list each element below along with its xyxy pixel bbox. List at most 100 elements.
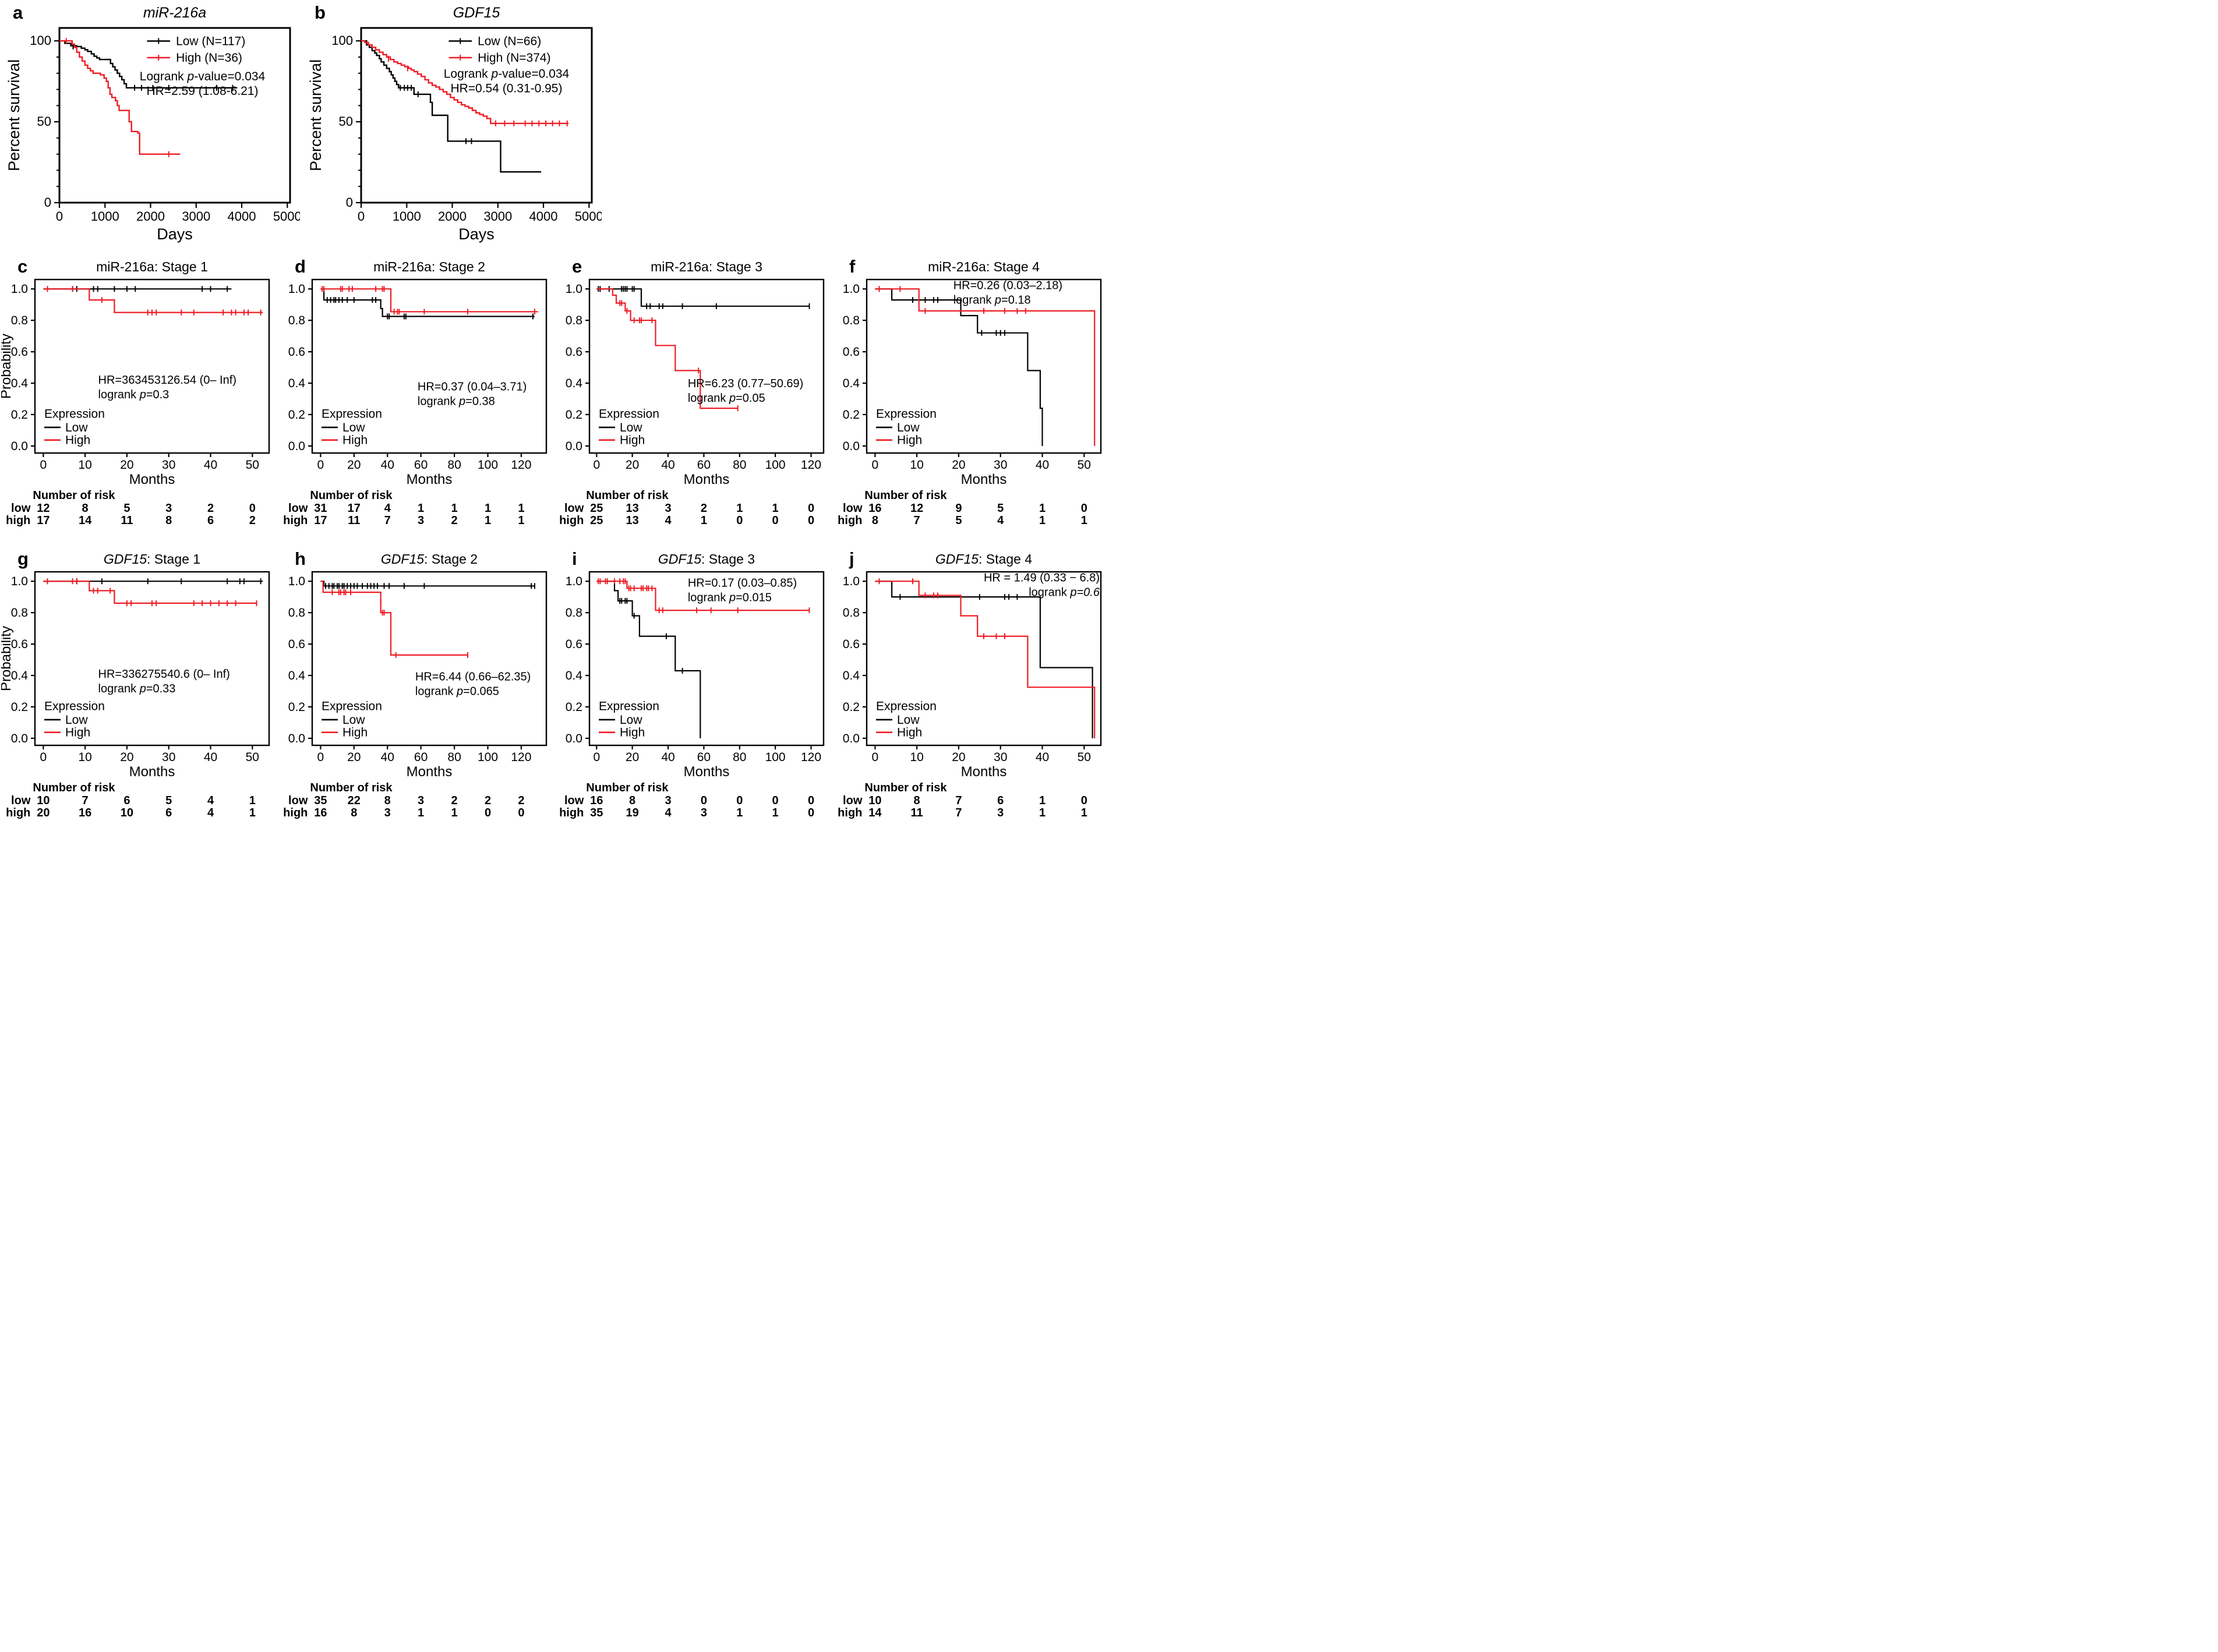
svg-text:10: 10 [78,458,91,472]
km-plot-e: 0.00.20.40.60.81.00 20 40 60 80 100 120MonthsE… [559,278,825,527]
svg-text:low: low [288,502,308,515]
svg-text:4: 4 [665,806,672,819]
svg-text:20: 20 [120,458,133,472]
svg-text:17: 17 [348,502,361,515]
svg-text:Low: Low [897,421,920,434]
svg-text:10: 10 [910,458,923,472]
svg-text:35: 35 [314,794,327,807]
svg-text:Months: Months [129,472,175,487]
svg-text:HR=363453126.54 (0– Inf): HR=363453126.54 (0– Inf) [98,374,236,387]
svg-text:60: 60 [414,751,428,764]
panel-f: f miR-216a: Stage 4 0.0 0.2 0.4 0.6 0.8 1.0 0 1… [833,257,1108,531]
svg-text:0: 0 [772,794,779,807]
svg-text:40: 40 [1036,751,1049,764]
panel-letter-f: f [849,256,856,277]
svg-text:80: 80 [733,458,746,472]
panel-a: a miR-216a 0 50 100 0 1000 2000 3000 4000 5000 Da… [6,3,300,248]
panel-title-b: GDF15 [361,5,592,21]
svg-text:logrank p=0.065: logrank p=0.065 [415,685,499,698]
svg-text:1: 1 [1039,514,1046,527]
svg-text:0.0: 0.0 [566,440,582,453]
svg-text:0.2: 0.2 [11,701,28,714]
svg-text:0.6: 0.6 [566,345,582,359]
svg-text:high: high [6,514,30,527]
svg-text:31: 31 [314,502,327,515]
svg-text:0.2: 0.2 [11,408,28,422]
panel-letter-e: e [572,256,582,277]
svg-text:Low: Low [342,713,365,727]
svg-text:5: 5 [955,514,962,527]
svg-text:0: 0 [518,806,524,819]
svg-text:High: High [620,726,645,740]
svg-text:30: 30 [162,751,175,764]
svg-text:0: 0 [44,195,51,210]
svg-text:20: 20 [347,458,361,472]
svg-text:3: 3 [665,794,671,807]
svg-text:25: 25 [590,514,603,527]
svg-text:logrank p=0.38: logrank p=0.38 [418,395,495,408]
svg-text:HR=6.44 (0.66–62.35): HR=6.44 (0.66–62.35) [415,670,531,683]
km-plot-j: 0.00.20.40.60.81.00 10 20 30 40 50MonthsExpre… [838,571,1102,819]
panel-e: e miR-216a: Stage 3 0.0 0.2 0.4 0.6 0.8 1.0 0 2… [556,257,831,531]
svg-text:0.6: 0.6 [843,638,860,651]
svg-text:1: 1 [772,806,779,819]
svg-text:1: 1 [1081,514,1087,527]
svg-text:0: 0 [736,514,743,527]
svg-text:6: 6 [123,794,130,807]
svg-text:Number of risk: Number of risk [864,489,947,502]
panel-title-h-rest: : Stage 2 [424,551,478,567]
svg-text:1: 1 [418,502,424,515]
svg-text:1.0: 1.0 [843,282,860,296]
svg-text:low: low [564,502,584,515]
svg-text:0: 0 [808,502,814,515]
svg-text:40: 40 [661,458,674,472]
panel-h: h GDF15: Stage 2 0.0 0.2 0.4 0.6 0.8 1.0 0 20 40… [278,550,553,823]
panel-title-g-rest: : Stage 1 [147,551,201,567]
svg-text:Low: Low [342,421,365,434]
svg-text:8: 8 [914,794,920,807]
svg-text:1: 1 [701,514,707,527]
svg-text:1.0: 1.0 [843,575,860,588]
panel-b: b GDF15 0 50 100 0 1000 2000 3000 4000 5000 Days P… [308,3,602,248]
svg-text:4: 4 [207,794,214,807]
svg-text:0.8: 0.8 [566,314,582,327]
panel-g: g GDF15: Stage 1 0.0 0.2 0.4 0.6 0.8 1.0 0 10 20… [1,550,276,823]
svg-text:High: High [897,434,922,447]
svg-text:14: 14 [868,806,882,819]
svg-text:low: low [11,794,31,807]
svg-text:1.0: 1.0 [566,282,582,296]
svg-text:HR=0.26 (0.03–2.18): HR=0.26 (0.03–2.18) [953,279,1062,292]
svg-text:0.2: 0.2 [566,408,582,422]
svg-text:0: 0 [346,195,353,210]
svg-text:8: 8 [82,502,89,515]
svg-text:16: 16 [314,806,327,819]
svg-text:1: 1 [249,806,256,819]
svg-text:80: 80 [447,458,461,472]
svg-text:22: 22 [348,794,361,807]
svg-text:low: low [564,794,584,807]
svg-text:3: 3 [418,514,424,527]
svg-text:Months: Months [961,764,1007,780]
svg-text:30: 30 [162,458,175,472]
svg-text:high: high [559,806,584,819]
svg-text:17: 17 [314,514,327,527]
svg-text:0: 0 [249,502,256,515]
panel-letter-g: g [17,549,29,569]
svg-text:Months: Months [961,472,1007,487]
svg-text:0: 0 [485,806,491,819]
svg-text:1: 1 [418,806,424,819]
svg-text:Number of risk: Number of risk [33,781,115,794]
panel-title-j: GDF15: Stage 4 [867,551,1101,567]
panel-letter-j: j [849,549,854,569]
svg-text:Percent survival: Percent survival [6,59,23,171]
svg-text:0: 0 [736,794,743,807]
svg-text:7: 7 [955,806,962,819]
svg-text:0.8: 0.8 [843,314,860,327]
svg-text:4: 4 [665,514,672,527]
svg-text:0.4: 0.4 [11,377,29,390]
svg-text:9: 9 [955,502,962,515]
svg-text:50: 50 [246,458,259,472]
svg-text:7: 7 [384,514,391,527]
svg-text:0.2: 0.2 [843,701,860,714]
